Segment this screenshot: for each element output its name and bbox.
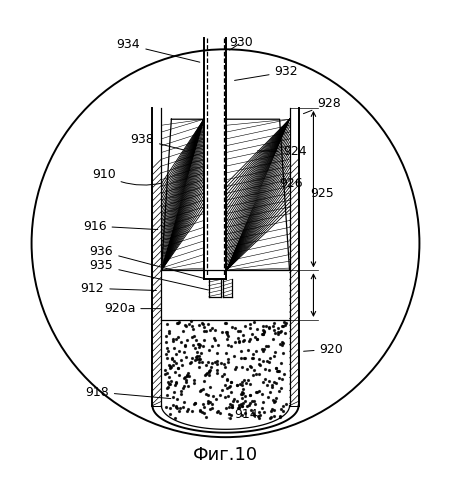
Text: 918: 918 [85, 386, 171, 398]
Text: 936: 936 [90, 245, 205, 278]
Text: 920: 920 [304, 342, 343, 355]
Text: 928: 928 [304, 97, 341, 114]
Text: 930: 930 [230, 36, 253, 50]
Text: 938: 938 [130, 133, 184, 150]
Text: 910: 910 [92, 168, 162, 185]
Text: 935: 935 [90, 260, 208, 290]
Text: 932: 932 [235, 66, 298, 80]
Text: 920a: 920a [104, 302, 161, 315]
Text: 912: 912 [81, 282, 156, 295]
Text: 914: 914 [228, 408, 258, 420]
Text: 934: 934 [117, 38, 200, 62]
Text: 925: 925 [311, 187, 334, 200]
Text: 916: 916 [83, 220, 158, 232]
Text: 926: 926 [273, 177, 303, 190]
Text: 924: 924 [258, 145, 307, 158]
Text: Фиг.10: Фиг.10 [193, 446, 258, 464]
